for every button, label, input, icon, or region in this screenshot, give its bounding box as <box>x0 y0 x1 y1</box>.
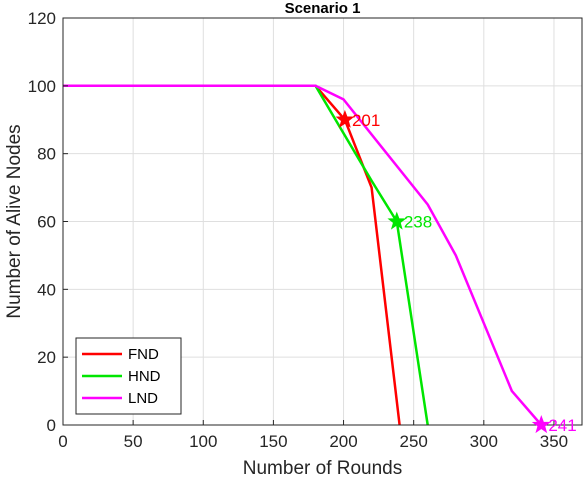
legend-label-fnd: FND <box>128 346 159 363</box>
annotations: 201 238 241 <box>335 109 577 435</box>
x-tick-label: 150 <box>259 432 287 451</box>
marker-value-label: 241 <box>548 416 576 435</box>
marker-value-label: 201 <box>352 111 380 130</box>
legend-label-hnd: HND <box>128 368 161 385</box>
star-marker <box>387 211 407 230</box>
y-tick-label: 80 <box>37 145 56 164</box>
y-tick-label: 120 <box>28 9 56 28</box>
x-tick-label: 250 <box>399 432 427 451</box>
x-axis-label: Number of Rounds <box>243 458 402 479</box>
y-tick-label: 0 <box>47 416 56 435</box>
x-tick-label: 50 <box>124 432 143 451</box>
star-marker <box>335 109 355 128</box>
y-tick-label: 40 <box>37 280 56 299</box>
series-line-lnd <box>63 84 543 426</box>
y-axis-label: Number of Alive Nodes <box>4 124 25 318</box>
legend: FND HND LND <box>75 337 182 415</box>
x-tick-label: 100 <box>189 432 217 451</box>
y-tick-label: 100 <box>28 77 56 96</box>
star-marker <box>531 415 551 434</box>
x-tick-label: 200 <box>329 432 357 451</box>
y-tick-label: 20 <box>37 348 56 367</box>
chart-title: Scenario 1 <box>285 0 361 17</box>
legend-label-lnd: LND <box>128 390 158 407</box>
marker-value-label: 238 <box>404 213 432 232</box>
x-tick-label: 0 <box>58 432 67 451</box>
x-tick-label: 350 <box>540 432 568 451</box>
y-tick-label: 60 <box>37 213 56 232</box>
x-tick-label: 300 <box>470 432 498 451</box>
axis-ticks: 0 50 100 150 200 250 300 350 0 20 40 60 80 100 120 <box>28 9 569 451</box>
